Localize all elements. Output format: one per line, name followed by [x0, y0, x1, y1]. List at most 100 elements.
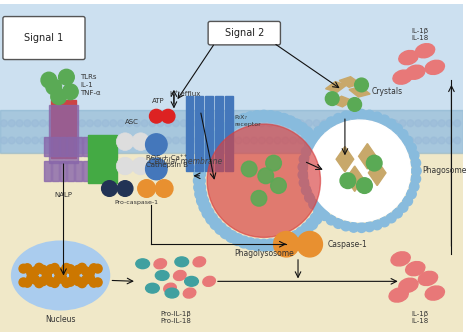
Circle shape	[341, 221, 351, 231]
Circle shape	[298, 137, 304, 144]
Circle shape	[46, 278, 55, 286]
Circle shape	[272, 112, 283, 124]
Circle shape	[211, 137, 219, 144]
Circle shape	[180, 137, 187, 144]
Circle shape	[94, 137, 101, 144]
Ellipse shape	[154, 259, 166, 269]
Circle shape	[454, 120, 461, 127]
Bar	[44, 137, 51, 156]
Circle shape	[310, 213, 322, 224]
Circle shape	[258, 168, 273, 184]
Circle shape	[301, 223, 313, 235]
Bar	[88, 135, 117, 158]
Circle shape	[272, 238, 283, 250]
Circle shape	[35, 263, 44, 272]
Circle shape	[403, 196, 412, 206]
Circle shape	[38, 265, 47, 274]
Circle shape	[376, 120, 383, 127]
Circle shape	[301, 146, 311, 157]
Circle shape	[193, 175, 205, 186]
Circle shape	[251, 111, 263, 122]
Circle shape	[251, 120, 257, 127]
Text: P₂X₇
receptor: P₂X₇ receptor	[235, 116, 261, 127]
Circle shape	[16, 120, 23, 127]
Text: Phagosome: Phagosome	[422, 166, 466, 175]
Bar	[52, 137, 59, 156]
Polygon shape	[359, 143, 376, 169]
Circle shape	[238, 236, 250, 248]
Text: Nucleus: Nucleus	[46, 314, 76, 324]
Circle shape	[411, 166, 421, 176]
Circle shape	[438, 120, 445, 127]
Circle shape	[245, 112, 256, 124]
Bar	[51, 99, 63, 158]
Circle shape	[446, 120, 453, 127]
Circle shape	[349, 222, 358, 232]
Text: K⁺ efflux: K⁺ efflux	[171, 91, 201, 97]
Circle shape	[93, 278, 102, 287]
Circle shape	[9, 120, 15, 127]
Circle shape	[227, 137, 234, 144]
Circle shape	[146, 134, 167, 155]
Circle shape	[325, 92, 339, 106]
Circle shape	[392, 137, 398, 144]
Circle shape	[383, 120, 391, 127]
Circle shape	[31, 267, 39, 276]
Polygon shape	[326, 82, 346, 92]
Text: ASC: ASC	[125, 119, 139, 125]
Circle shape	[368, 137, 375, 144]
Text: Crystals: Crystals	[371, 87, 402, 96]
Ellipse shape	[415, 44, 435, 58]
Circle shape	[66, 265, 75, 274]
Circle shape	[55, 120, 62, 127]
Circle shape	[78, 279, 86, 288]
Circle shape	[310, 137, 322, 149]
Circle shape	[392, 208, 402, 218]
Circle shape	[31, 275, 39, 284]
Circle shape	[39, 120, 46, 127]
Circle shape	[78, 263, 86, 272]
Circle shape	[79, 137, 85, 144]
Circle shape	[43, 270, 51, 280]
Circle shape	[334, 219, 343, 228]
Bar	[49, 106, 78, 163]
Circle shape	[82, 275, 91, 284]
Circle shape	[320, 211, 329, 220]
Circle shape	[38, 277, 47, 286]
Circle shape	[337, 120, 344, 127]
Bar	[60, 137, 66, 156]
Circle shape	[101, 181, 117, 196]
Circle shape	[282, 137, 289, 144]
Circle shape	[411, 174, 420, 184]
Ellipse shape	[12, 241, 109, 310]
Text: Phagolysosome: Phagolysosome	[234, 249, 294, 258]
Circle shape	[149, 110, 163, 123]
Circle shape	[305, 120, 312, 127]
Circle shape	[360, 120, 367, 127]
Circle shape	[59, 69, 74, 85]
FancyBboxPatch shape	[3, 16, 85, 59]
Circle shape	[195, 188, 207, 200]
Circle shape	[271, 178, 286, 194]
Circle shape	[141, 120, 148, 127]
Bar	[75, 137, 82, 156]
Circle shape	[398, 130, 408, 139]
Text: ROS + Ca⁺⁺
Cathepsin B: ROS + Ca⁺⁺ Cathepsin B	[146, 155, 188, 168]
Circle shape	[197, 195, 209, 207]
Bar	[75, 161, 82, 181]
Circle shape	[356, 223, 366, 233]
Circle shape	[226, 119, 237, 131]
Circle shape	[19, 264, 28, 273]
Circle shape	[85, 269, 94, 278]
Text: Signal 1: Signal 1	[24, 33, 64, 43]
Ellipse shape	[399, 278, 418, 292]
Circle shape	[380, 217, 389, 227]
Circle shape	[235, 137, 242, 144]
Circle shape	[133, 120, 140, 127]
Circle shape	[219, 120, 226, 127]
Circle shape	[319, 195, 331, 207]
Text: Caspase-1: Caspase-1	[328, 240, 367, 249]
Circle shape	[309, 120, 410, 222]
Circle shape	[321, 188, 333, 200]
Circle shape	[211, 120, 219, 127]
